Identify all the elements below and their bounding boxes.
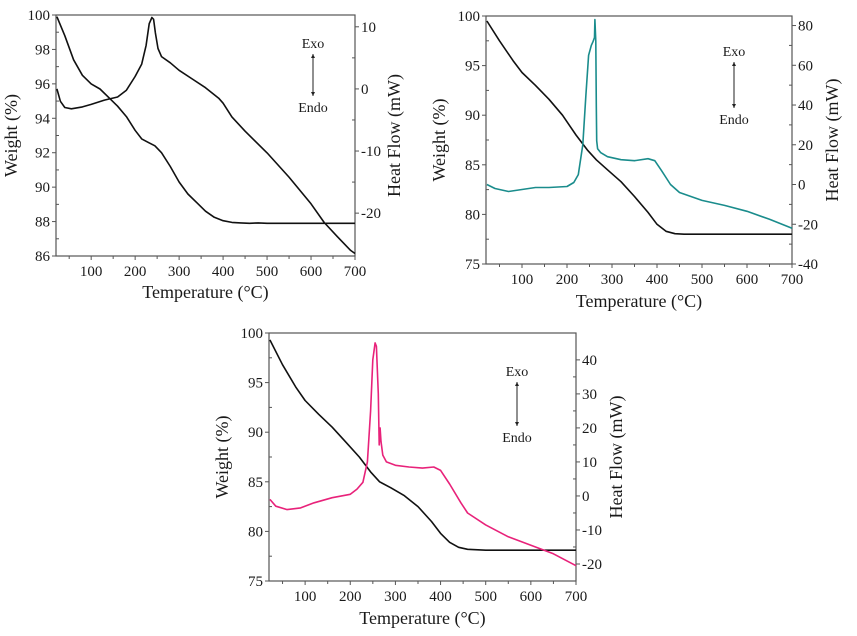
x-tick-label: 400 [429,589,452,605]
y-tick-label: 100 [28,8,51,24]
y2-tick-label: -10 [582,523,602,539]
x-tick-label: 300 [168,264,191,280]
plot-frame [268,332,577,582]
y2-tick-label: -20 [361,206,381,222]
y-tick-label: 90 [248,425,263,441]
y2-tick-label: 20 [798,138,813,154]
x-axis-title: Temperature (°C) [576,291,702,312]
arrow-up-icon [515,382,519,386]
y2-tick-label: 40 [582,353,597,369]
x-tick-label: 700 [565,589,588,605]
y2-tick-label: -40 [798,257,818,273]
x-tick-label: 500 [256,264,279,280]
arrow-down-icon [311,92,315,96]
x-tick-label: 500 [474,589,497,605]
x-tick-label: 600 [300,264,323,280]
y2-axis-title: Heat Flow (mW) [384,74,405,197]
endo-label: Endo [719,113,749,128]
y2-tick-label: 0 [361,82,369,98]
endo-label: Endo [502,431,532,446]
exo-label: Exo [723,45,746,60]
x-tick-label: 400 [212,264,235,280]
y-tick-label: 94 [35,111,51,127]
y2-tick-label: -10 [361,144,381,160]
y2-tick-label: 0 [798,178,806,194]
y-tick-label: 75 [248,574,263,590]
series-line-weight [269,339,576,551]
y-tick-label: 75 [465,257,480,273]
x-tick-label: 100 [294,589,317,605]
arrow-down-icon [515,422,519,426]
y2-tick-label: 40 [798,98,813,114]
x-tick-label: 300 [601,272,624,288]
y-tick-label: 85 [465,158,480,174]
series-line-heat-flow [269,342,577,567]
y-tick-label: 95 [248,376,263,392]
x-tick-label: 100 [80,264,103,280]
y-tick-label: 90 [465,108,480,124]
y2-tick-label: 10 [582,455,597,471]
y-tick-label: 88 [35,215,50,231]
plot-frame [485,15,793,265]
y2-tick-label: 80 [798,19,813,35]
y2-tick-label: -20 [798,217,818,233]
series-line-heat-flow [56,16,356,255]
x-tick-label: 500 [691,272,714,288]
x-tick-label: 400 [646,272,669,288]
series-line-heat-flow [486,18,793,229]
y-axis-title: Weight (%) [1,94,22,177]
y2-tick-label: 10 [361,20,376,36]
endo-label: Endo [298,101,328,116]
y2-tick-label: 30 [582,387,597,403]
exo-label: Exo [506,365,529,380]
y-tick-label: 96 [35,77,51,93]
panel-a: 100 200 300 400 500 600 70086889092949698100-2… [1,8,405,303]
y2-tick-label: 20 [582,421,597,437]
y-tick-label: 86 [35,249,51,265]
x-tick-label: 600 [520,589,543,605]
series-line-weight [486,20,792,235]
y-tick-label: 100 [458,9,481,25]
y2-tick-label: 0 [582,489,590,505]
arrow-up-icon [732,62,736,66]
y-tick-label: 100 [241,326,264,342]
y2-tick-label: -20 [582,557,602,573]
x-tick-label: 200 [124,264,147,280]
y-axis-title: Weight (%) [212,415,233,498]
x-axis-title: Temperature (°C) [142,282,268,303]
y2-axis-title: Heat Flow (mW) [822,79,843,202]
y-tick-label: 80 [248,524,263,540]
x-tick-label: 200 [339,589,362,605]
x-axis-title: Temperature (°C) [359,608,485,629]
arrow-down-icon [732,104,736,108]
panel-b: 100 200 300 400 500 600 7007580859095100-40-20… [429,9,843,312]
y-axis-title: Weight (%) [429,98,450,181]
y-tick-label: 92 [35,146,50,162]
series-line-weight [56,16,355,225]
y-tick-label: 90 [35,180,50,196]
x-tick-label: 700 [781,272,804,288]
x-tick-label: 100 [511,272,534,288]
y-tick-label: 95 [465,59,480,75]
y-tick-label: 80 [465,207,480,223]
x-tick-label: 600 [736,272,759,288]
y2-tick-label: 60 [798,58,813,74]
x-tick-label: 300 [384,589,407,605]
x-tick-label: 200 [556,272,579,288]
x-tick-label: 700 [344,264,367,280]
panel-c: 100 200 300 400 500 600 7007580859095100-20-10… [212,326,627,629]
exo-label: Exo [302,37,325,52]
y2-axis-title: Heat Flow (mW) [606,396,627,519]
arrow-up-icon [311,54,315,58]
y-tick-label: 98 [35,42,50,58]
y-tick-label: 85 [248,475,263,491]
